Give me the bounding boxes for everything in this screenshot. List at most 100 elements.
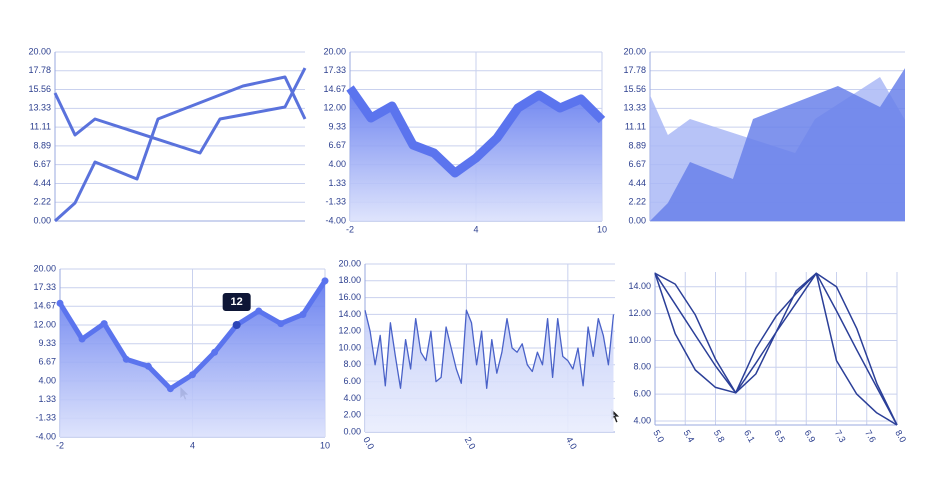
- y-tick-label: 6.00: [343, 376, 361, 386]
- x-tick-label: 0.0: [361, 435, 376, 451]
- y-tick-label: 10.00: [628, 335, 651, 345]
- y-tick-label: 8.00: [633, 362, 651, 372]
- y-tick-label: 14.00: [338, 309, 361, 319]
- y-tick-label: 2.22: [33, 197, 51, 207]
- y-tick-label: -4.00: [35, 431, 56, 441]
- y-tick-label: 17.33: [323, 65, 346, 75]
- y-tick-label: 13.33: [28, 103, 51, 113]
- tooltip-box: [222, 293, 251, 311]
- marker: [255, 307, 263, 315]
- marker: [100, 320, 108, 328]
- hover-point: [232, 321, 241, 329]
- y-tick-label: 8.89: [628, 140, 646, 150]
- x-tick-label: 5.4: [681, 428, 696, 444]
- y-tick-label: 13.33: [623, 103, 646, 113]
- line: [346, 85, 606, 178]
- y-tick-label: 18.00: [338, 275, 361, 285]
- line: [654, 272, 898, 426]
- chart-panel: -4.00 -1.33 1.33 4.00 6.67 9.33 12.00 14.67 17.3…: [33, 263, 330, 450]
- area: [650, 68, 905, 221]
- y-tick-label: 15.56: [28, 84, 51, 94]
- y-tick-label: 4.00: [343, 393, 361, 403]
- y-tick-label: 0.00: [628, 215, 646, 225]
- y-tick-label: 9.33: [38, 338, 56, 348]
- y-tick-label: 4.00: [633, 415, 651, 425]
- marker: [277, 320, 285, 328]
- x-tick-label: -2: [346, 224, 354, 234]
- marker: [211, 348, 219, 356]
- y-tick-label: 0.00: [343, 426, 361, 436]
- y-tick-label: 20.00: [28, 46, 51, 56]
- y-tick-label: 4.44: [628, 178, 646, 188]
- y-tick-label: 12.00: [628, 308, 651, 318]
- x-tick-label: 6.5: [772, 428, 787, 444]
- y-tick-label: 12.00: [33, 319, 56, 329]
- y-tick-label: 20.00: [623, 46, 646, 56]
- y-tick-label: -1.33: [325, 197, 346, 207]
- y-tick-label: 16.00: [338, 292, 361, 302]
- y-tick-label: 1.33: [328, 178, 346, 188]
- x-tick-label: 6.1: [742, 428, 757, 444]
- x-tick-label: 5.8: [712, 428, 727, 444]
- y-tick-label: 20.00: [338, 258, 361, 268]
- y-tick-label: 4.00: [328, 159, 346, 169]
- y-tick-label: 4.44: [33, 178, 51, 188]
- y-tick-label: 0.00: [33, 215, 51, 225]
- y-tick-label: -4.00: [325, 215, 346, 225]
- y-tick-label: 6.00: [633, 389, 651, 399]
- y-tick-label: -1.33: [35, 413, 56, 423]
- y-tick-label: 10.00: [338, 342, 361, 352]
- x-tick-label: 10: [597, 224, 607, 234]
- line: [53, 75, 307, 223]
- y-tick-label: 12.00: [338, 326, 361, 336]
- y-tick-label: 8.00: [343, 359, 361, 369]
- chart-panel: 0.00 2.22 4.44 6.67 8.89 11.11 13.33 15.56 17.78…: [623, 46, 905, 225]
- marker: [122, 355, 130, 363]
- line: [364, 309, 615, 389]
- x-tick-label: 7.6: [863, 428, 878, 444]
- x-tick-label: 4: [473, 224, 478, 234]
- x-tick-label: 6.9: [802, 428, 817, 444]
- chart-panel: 0.00 2.22 4.44 6.67 8.89 11.11 13.33 15.56 17.78…: [28, 46, 307, 225]
- y-tick-label: 8.89: [33, 140, 51, 150]
- y-tick-label: 11.11: [30, 121, 51, 131]
- x-tick-label: 8.0: [893, 428, 908, 444]
- y-tick-label: 4.00: [38, 375, 56, 385]
- y-tick-label: 17.78: [28, 65, 51, 75]
- line: [53, 67, 307, 155]
- marker: [56, 299, 64, 307]
- y-tick-label: 14.67: [33, 301, 56, 311]
- y-tick-label: 6.67: [628, 159, 646, 169]
- tooltip-label: 12: [231, 296, 243, 308]
- marker: [189, 371, 196, 379]
- y-tick-label: 1.33: [38, 394, 56, 404]
- y-tick-label: 6.67: [33, 159, 51, 169]
- x-tick-label: 7.3: [833, 428, 848, 444]
- x-tick-label: 5.0: [651, 428, 666, 444]
- y-tick-label: 17.33: [33, 282, 56, 292]
- x-tick-label: 2.0: [463, 435, 478, 451]
- y-tick-label: 2.22: [628, 197, 646, 207]
- marker: [299, 311, 307, 318]
- y-tick-label: 11.11: [625, 121, 646, 131]
- x-tick-label: -2: [56, 440, 64, 450]
- y-tick-label: 17.78: [623, 65, 646, 75]
- x-tick-label: 10: [320, 440, 330, 450]
- y-tick-label: 20.00: [323, 46, 346, 56]
- area: [60, 280, 325, 437]
- x-tick-label: 4.0: [564, 435, 579, 451]
- y-tick-label: 20.00: [33, 263, 56, 273]
- y-tick-label: 14.67: [323, 84, 346, 94]
- area: [365, 310, 614, 432]
- y-tick-label: 12.00: [323, 103, 346, 113]
- marker: [166, 385, 174, 393]
- line: [654, 272, 898, 426]
- area: [350, 88, 602, 221]
- chart-panel: -4.00 -1.33 1.33 4.00 6.67 9.33 12.00 14.67 17.3…: [323, 46, 607, 234]
- y-tick-label: 9.33: [328, 122, 346, 132]
- y-tick-label: 6.67: [38, 357, 56, 367]
- y-tick-label: 2.00: [343, 410, 361, 420]
- marker: [78, 335, 86, 343]
- x-tick-label: 4: [190, 440, 195, 450]
